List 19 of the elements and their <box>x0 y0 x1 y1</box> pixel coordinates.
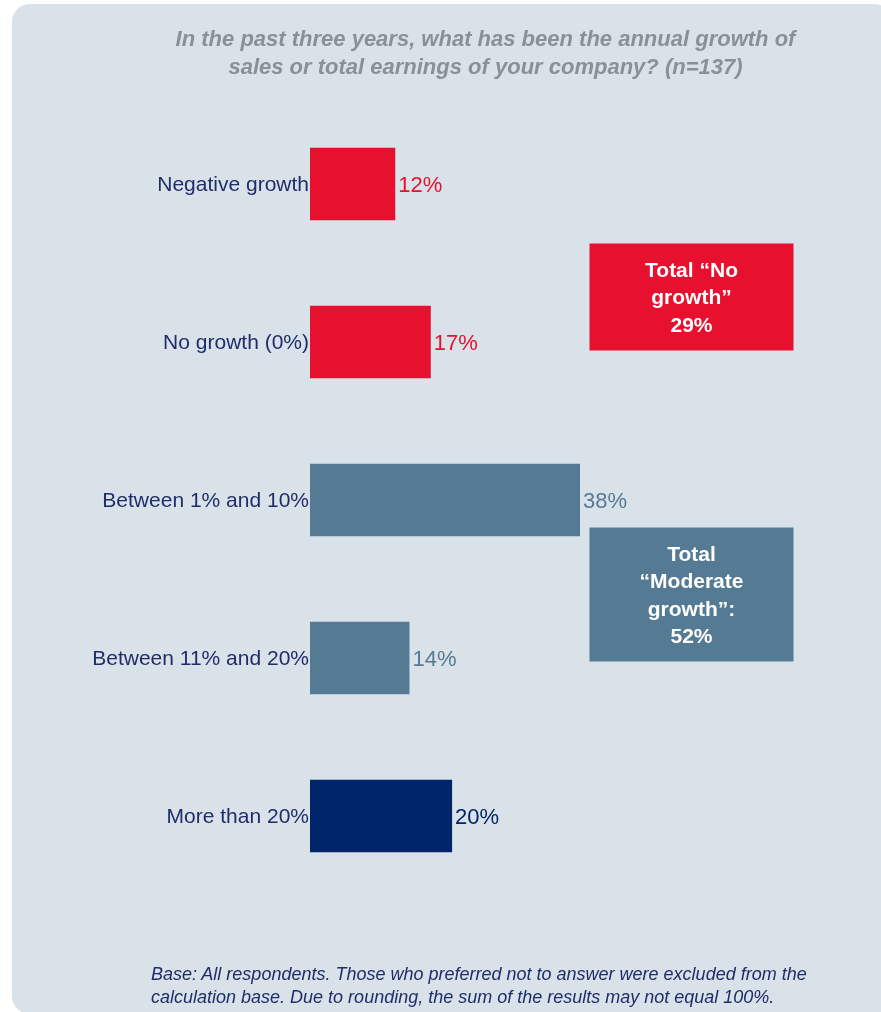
text: Total “No growth” 29% <box>645 258 738 336</box>
chart-title: In the past three years, what has been the annual growth of sales or total earnings of your company? (n=137) <box>175 25 799 80</box>
bar <box>310 621 410 695</box>
text: Total “Moderate growth”: 52% <box>639 542 744 647</box>
y-tick-label: More than 20% <box>166 804 309 828</box>
text: Base: All respondents. Those who preferred not to answer were excluded from the calculation base. Due to rounding, the sum of the results may not equal 100%. <box>151 964 807 1008</box>
data-label: 38% <box>583 487 628 513</box>
data-label: 20% <box>455 803 500 829</box>
data-label: 17% <box>433 329 478 355</box>
y-tick-label: Between 1% and 10% <box>102 488 309 512</box>
bar <box>310 147 396 221</box>
data-label: 12% <box>398 171 443 197</box>
y-tick-label: No growth (0%) <box>163 330 309 354</box>
bar <box>310 463 580 537</box>
y-tick-label: Negative growth <box>157 172 309 196</box>
y-tick-label: Between 11% and 20% <box>92 646 309 670</box>
bar <box>310 779 453 853</box>
data-label: 14% <box>412 645 457 671</box>
bar <box>310 305 431 379</box>
